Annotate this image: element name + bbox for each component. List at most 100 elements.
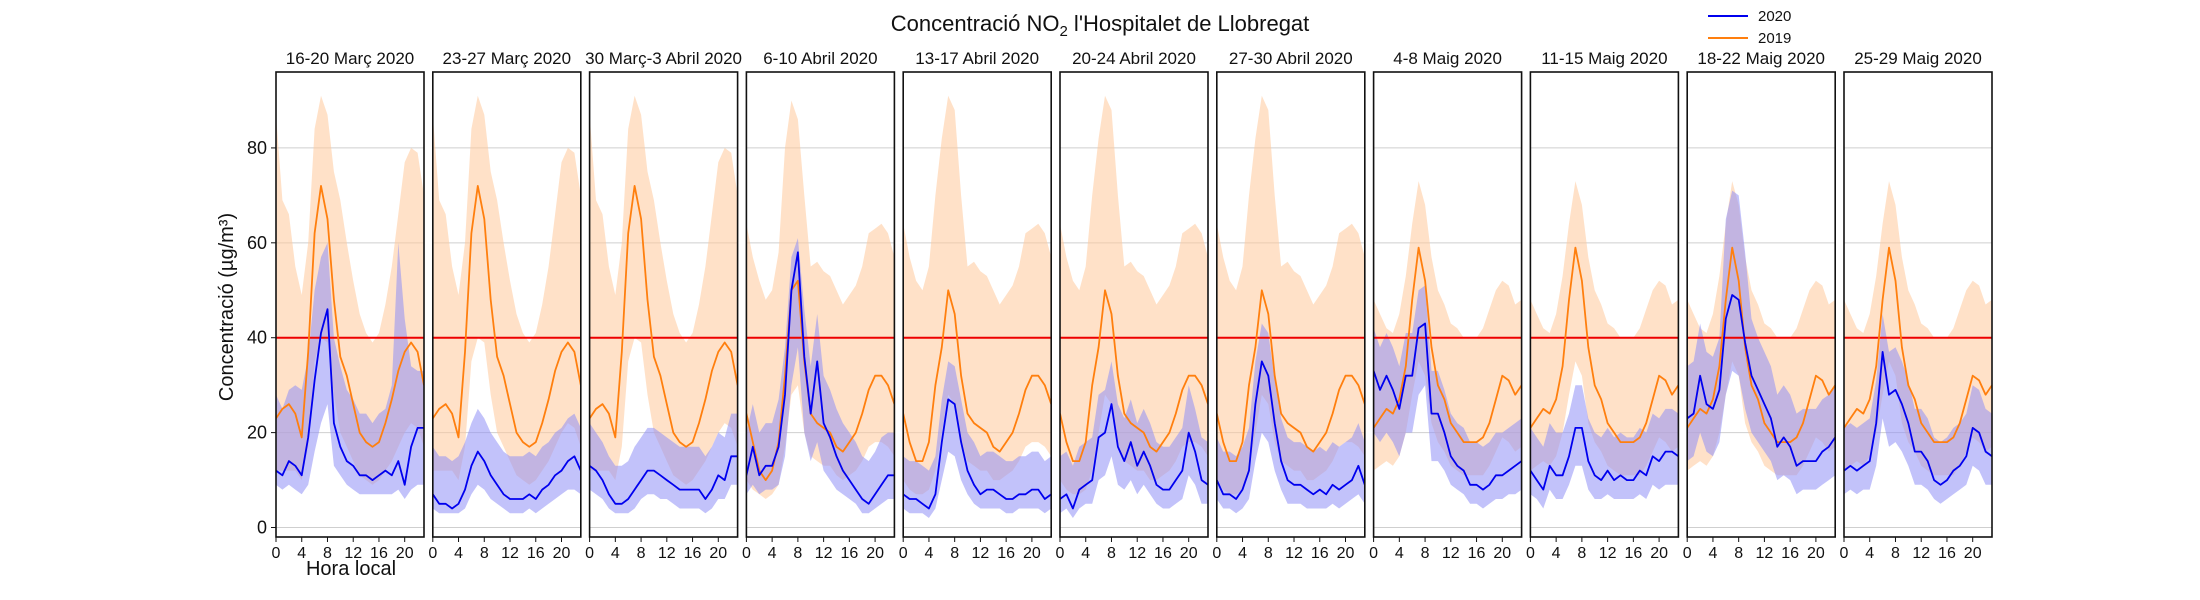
band-2020 — [1216, 323, 1365, 514]
panel-frame — [1216, 71, 1366, 538]
panel-7: 27-30 Abril 2020 0 4 8 12 16 20 — [1212, 49, 1366, 562]
band-2020 — [746, 238, 895, 514]
x-tick-label: 4 — [1552, 545, 1561, 562]
plot-area — [1687, 181, 1836, 495]
panel-title: 16-20 Març 2020 — [286, 49, 415, 68]
band-2020 — [432, 408, 581, 514]
x-tick-label: 12 — [501, 545, 519, 562]
y-tick-label: 80 — [247, 138, 267, 158]
x-tick-label: 4 — [1708, 545, 1717, 562]
x-tick-label: 8 — [323, 545, 332, 562]
x-axis-label: Hora local — [306, 558, 396, 580]
series-line-2019 — [903, 289, 1052, 463]
series-line-2020 — [432, 450, 581, 510]
x-tick-label: 4 — [924, 545, 933, 562]
x-tick-label: 8 — [637, 545, 646, 562]
series-line-2019 — [432, 184, 581, 448]
band-2019 — [276, 95, 424, 485]
x-tick-label: 0 — [742, 545, 751, 562]
y-tick-label: 0 — [257, 518, 267, 538]
x-tick-label: 8 — [793, 545, 802, 562]
panel-6: 20-24 Abril 2020 0 4 8 12 16 20 — [1056, 49, 1209, 562]
x-tick-label: 12 — [1756, 545, 1774, 562]
series-line-2020 — [1844, 350, 1992, 486]
x-tick-label: 16 — [997, 545, 1015, 562]
x-tick-label: 8 — [1264, 545, 1273, 562]
x-tick-label: 8 — [1421, 545, 1430, 562]
x-tick-label: 0 — [899, 545, 908, 562]
x-tick-label: 4 — [454, 545, 463, 562]
series-line-2020 — [589, 455, 738, 505]
x-tick-label: 20 — [553, 545, 571, 562]
series-line-2020 — [1216, 360, 1365, 500]
series-line-2019 — [1530, 246, 1679, 444]
x-tick-label: 8 — [1107, 545, 1116, 562]
x-tick-label: 20 — [1964, 545, 1982, 562]
x-tick-label: 20 — [1650, 545, 1668, 562]
x-tick-label: 0 — [1212, 545, 1221, 562]
series-line-2020 — [1687, 294, 1836, 467]
x-tick-label: 20 — [396, 545, 414, 562]
y-tick-label: 40 — [247, 328, 267, 348]
panel-frame — [745, 71, 896, 538]
series-line-2019 — [746, 279, 895, 482]
band-2019 — [432, 95, 581, 485]
x-tick-label: 12 — [1128, 545, 1146, 562]
x-tick-label: 0 — [428, 545, 437, 562]
panel-frame — [431, 71, 582, 538]
x-tick-label: 16 — [527, 545, 545, 562]
plot-area — [589, 95, 738, 514]
panel-frame — [902, 71, 1053, 538]
x-tick-label: 20 — [1023, 545, 1041, 562]
panel-frame — [1843, 71, 1993, 538]
panel-title: 4-8 Maig 2020 — [1393, 49, 1502, 68]
panel-10: 18-22 Maig 2020 0 4 8 12 16 20 — [1683, 49, 1836, 562]
panel-title: 18-22 Maig 2020 — [1697, 49, 1825, 68]
x-tick-label: 12 — [344, 545, 362, 562]
legend-label-2020: 2020 — [1758, 8, 1791, 25]
x-tick-label: 4 — [1865, 545, 1874, 562]
panel-title: 13-17 Abril 2020 — [915, 49, 1039, 68]
x-tick-label: 20 — [1493, 545, 1511, 562]
series-line-2020 — [746, 251, 895, 505]
panel-title: 20-24 Abril 2020 — [1072, 49, 1196, 68]
series-line-2019 — [1687, 246, 1836, 444]
plot-area — [903, 95, 1052, 518]
band-2019 — [903, 95, 1052, 495]
panel-title: 11-15 Maig 2020 — [1541, 49, 1667, 68]
band-2020 — [589, 413, 738, 514]
x-tick-label: 16 — [1311, 545, 1329, 562]
band-2020 — [1060, 361, 1208, 518]
panel-title: 30 Març-3 Abril 2020 — [585, 49, 742, 68]
plot-area — [1060, 95, 1208, 518]
legend-label-2019: 2019 — [1758, 30, 1791, 47]
panel-title: 23-27 Març 2020 — [443, 49, 572, 68]
panel-11: 25-29 Maig 2020 0 4 8 12 16 20 — [1840, 49, 1993, 562]
panel-9: 11-15 Maig 2020 0 4 8 12 16 20 — [1526, 49, 1680, 562]
series-line-2019 — [276, 184, 424, 448]
band-2019 — [1060, 95, 1208, 495]
panel-5: 13-17 Abril 2020 0 4 8 12 16 20 — [899, 49, 1053, 562]
x-tick-label: 0 — [1683, 545, 1692, 562]
plot-area — [432, 95, 581, 514]
panel-frame — [275, 71, 425, 538]
band-2020 — [1530, 385, 1679, 509]
y-tick-label: 20 — [247, 423, 267, 443]
panel-2: 23-27 Març 2020 0 4 8 12 16 20 — [428, 49, 582, 562]
band-2019 — [589, 95, 738, 485]
panel-title: 6-10 Abril 2020 — [763, 49, 877, 68]
plot-area — [1844, 181, 1992, 504]
series-line-2019 — [1373, 246, 1522, 444]
x-tick-label: 12 — [1285, 545, 1303, 562]
series-line-2019 — [1060, 289, 1208, 463]
x-tick-label: 4 — [768, 545, 777, 562]
x-tick-label: 8 — [1891, 545, 1900, 562]
x-tick-label: 4 — [1238, 545, 1247, 562]
x-tick-label: 20 — [709, 545, 727, 562]
series-line-2019 — [1216, 289, 1365, 463]
panel-frame — [1372, 71, 1523, 538]
x-tick-label: 8 — [950, 545, 959, 562]
chart-title: Concentració NO2 l'Hospitalet de Llobreg… — [891, 11, 1310, 40]
